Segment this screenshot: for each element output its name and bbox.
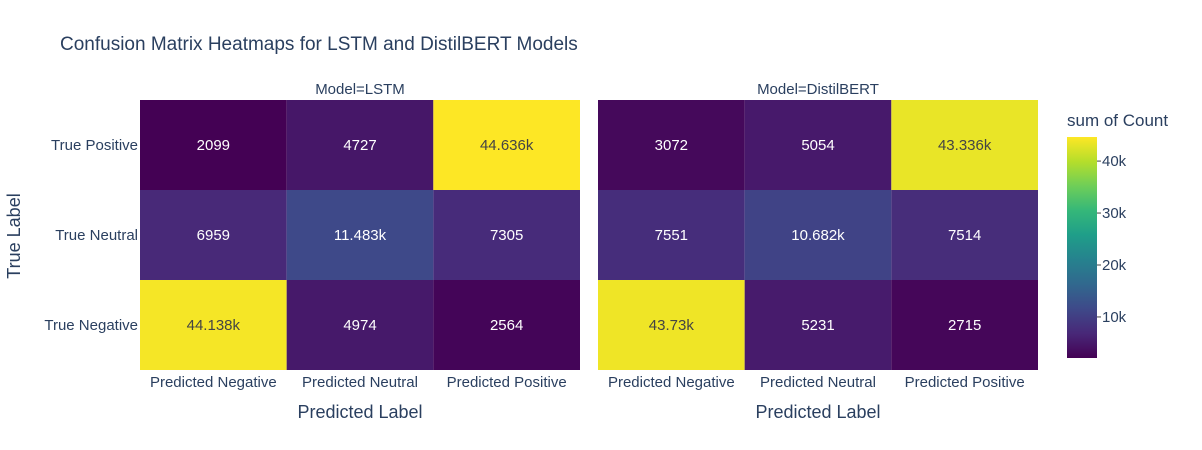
x-tick-label: Predicted Positive [905, 374, 1025, 391]
heatmap-cell[interactable] [286, 280, 434, 370]
heatmap-cell[interactable] [286, 190, 434, 280]
heatmap-cell[interactable] [744, 280, 892, 370]
colorbar-tick-label: 30k [1102, 205, 1127, 222]
cell-value-label: 2099 [197, 137, 230, 154]
y-tick-label: True Negative [44, 317, 138, 334]
cell-value-label: 4974 [343, 317, 376, 334]
cell-value-label: 4727 [343, 137, 376, 154]
heatmap-cell[interactable] [433, 190, 580, 280]
cell-value-label: 44.636k [480, 137, 534, 154]
heatmap-cell[interactable] [598, 100, 745, 190]
x-tick-label: Predicted Negative [608, 374, 735, 391]
cell-value-label: 7305 [490, 227, 523, 244]
x-axis-title: Predicted Label [297, 402, 422, 422]
colorbar-tick-label: 40k [1102, 153, 1127, 170]
x-tick-label: Predicted Positive [447, 374, 567, 391]
cell-value-label: 7551 [655, 227, 688, 244]
colorbar [1067, 137, 1097, 358]
cell-value-label: 2564 [490, 317, 523, 334]
cell-value-label: 5231 [801, 317, 834, 334]
heatmap-cell[interactable] [891, 190, 1038, 280]
cell-value-label: 11.483k [334, 227, 387, 244]
heatmap-cell[interactable] [433, 280, 580, 370]
heatmap-cell[interactable] [744, 100, 892, 190]
cell-value-label: 43.73k [649, 317, 695, 334]
colorbar-title: sum of Count [1067, 111, 1168, 130]
cell-value-label: 10.682k [791, 227, 845, 244]
x-axis-title: Predicted Label [755, 402, 880, 422]
heatmap-cell[interactable] [598, 190, 745, 280]
heatmap-cell[interactable] [598, 280, 745, 370]
chart-title: Confusion Matrix Heatmaps for LSTM and D… [60, 34, 578, 55]
y-axis-title: True Label [4, 193, 24, 278]
heatmap-cell[interactable] [140, 100, 287, 190]
panel-title: Model=DistilBERT [757, 81, 879, 98]
cell-value-label: 44.138k [187, 317, 241, 334]
panel-1: Model=DistilBERT 3072 5054 43.336k 7551 10.68… [598, 81, 1038, 422]
y-tick-label: True Positive [51, 137, 138, 154]
heatmap-cell[interactable] [433, 100, 580, 190]
heatmap-cell[interactable] [140, 190, 287, 280]
cell-value-label: 5054 [801, 137, 834, 154]
y-tick-label: True Neutral [55, 227, 138, 244]
panel-0: Model=LSTM 2099 4727 44.636k 6959 11.483k 7305… [140, 81, 580, 422]
colorbar-tick-label: 20k [1102, 257, 1127, 274]
colorbar-tick-label: 10k [1102, 309, 1127, 326]
heatmap-cell[interactable] [744, 190, 892, 280]
heatmap-cell[interactable] [140, 280, 287, 370]
cell-value-label: 7514 [948, 227, 981, 244]
heatmap-cell[interactable] [891, 280, 1038, 370]
cell-value-label: 3072 [655, 137, 688, 154]
heatmap-cell[interactable] [286, 100, 434, 190]
cell-value-label: 6959 [197, 227, 230, 244]
panel-title: Model=LSTM [315, 81, 405, 98]
x-tick-label: Predicted Neutral [760, 374, 876, 391]
x-tick-label: Predicted Neutral [302, 374, 418, 391]
cell-value-label: 2715 [948, 317, 981, 334]
heatmap-cell[interactable] [891, 100, 1038, 190]
cell-value-label: 43.336k [938, 137, 992, 154]
x-tick-label: Predicted Negative [150, 374, 277, 391]
